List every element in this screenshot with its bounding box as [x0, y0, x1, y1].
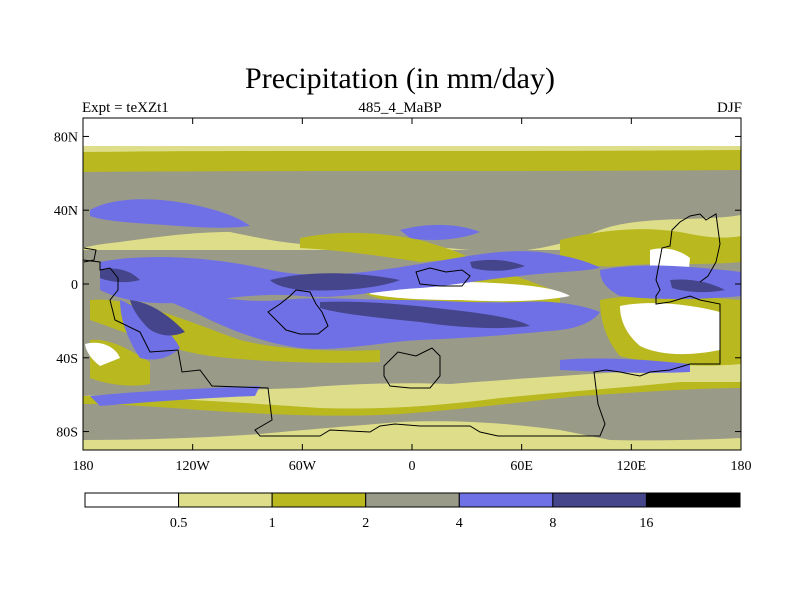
white-australia-dry	[620, 303, 720, 355]
lon-label: 120E	[617, 459, 647, 474]
olive-north-pacific	[300, 232, 470, 262]
colorbar-swatch	[645, 492, 741, 508]
coast-continent-west	[83, 213, 721, 437]
olive-asia	[560, 229, 741, 267]
colorbar-label: 8	[549, 516, 556, 531]
lon-label: 120W	[176, 459, 211, 474]
navy-east-pacific	[320, 301, 530, 329]
lon-label: 180	[731, 459, 752, 474]
coast-atlantic-africa	[415, 267, 471, 287]
lat-label: 80N	[54, 130, 78, 145]
coastlines	[83, 213, 721, 437]
blue-north-pacific-east	[400, 224, 480, 240]
colorbar-label: 1	[269, 516, 276, 531]
lat-label: 40N	[54, 204, 78, 219]
grey-belt	[83, 170, 741, 252]
blue-north-atlantic	[90, 199, 250, 228]
colorbar-swatch	[552, 492, 647, 508]
coast-island-pacific	[267, 289, 329, 335]
blue-southern-strip	[90, 386, 260, 406]
colorbar-swatch	[271, 492, 367, 508]
colorbar-label: 4	[456, 516, 463, 531]
south-grey-band	[83, 383, 741, 441]
olive-southern-fringe	[83, 382, 741, 416]
colorbar-label: 2	[362, 516, 369, 531]
lon-label: 60E	[510, 459, 533, 474]
navy-maritime	[670, 279, 725, 293]
white-africa-south	[85, 342, 120, 366]
colorbar-swatch	[178, 492, 273, 508]
experiment-label: Expt = teXZt1	[82, 100, 169, 116]
colorbar-swatch	[365, 492, 460, 508]
navy-central-pacific	[270, 273, 400, 291]
colorbar-label: 0.5	[170, 516, 188, 531]
lon-label: 180	[73, 459, 94, 474]
precipitation-field	[83, 118, 741, 450]
colorbar-swatch	[458, 492, 554, 508]
season-label: DJF	[716, 100, 742, 116]
lat-label: 40S	[56, 352, 78, 367]
lat-axis: 80N 40N 0 40S 80S	[54, 130, 741, 441]
blue-indian-ocean	[560, 358, 690, 373]
coast-south-continent	[383, 347, 441, 389]
colorbar-swatch	[84, 492, 180, 508]
lon-axis: 180 120W 60W 0 60E 120E 180	[73, 118, 752, 474]
north-olive-band	[83, 150, 741, 176]
colorbar-label: 16	[639, 516, 653, 531]
coast-north-block	[83, 247, 97, 263]
blue-pacific-east	[600, 265, 741, 299]
lon-label: 0	[409, 459, 416, 474]
lon-label: 60W	[289, 459, 317, 474]
blue-south-convergence	[100, 280, 600, 349]
navy-africa	[470, 259, 525, 271]
colorbar: 0.5 1 2 4 8 16	[84, 492, 741, 531]
navy-south-america	[130, 300, 185, 336]
lat-label: 80S	[56, 426, 78, 441]
lat-label: 0	[71, 278, 78, 293]
age-label: 485_4_MaBP	[358, 100, 442, 116]
blue-south-america	[120, 300, 180, 360]
plot-title: Precipitation (in mm/day)	[245, 62, 555, 95]
navy-west-pacific	[100, 268, 140, 283]
